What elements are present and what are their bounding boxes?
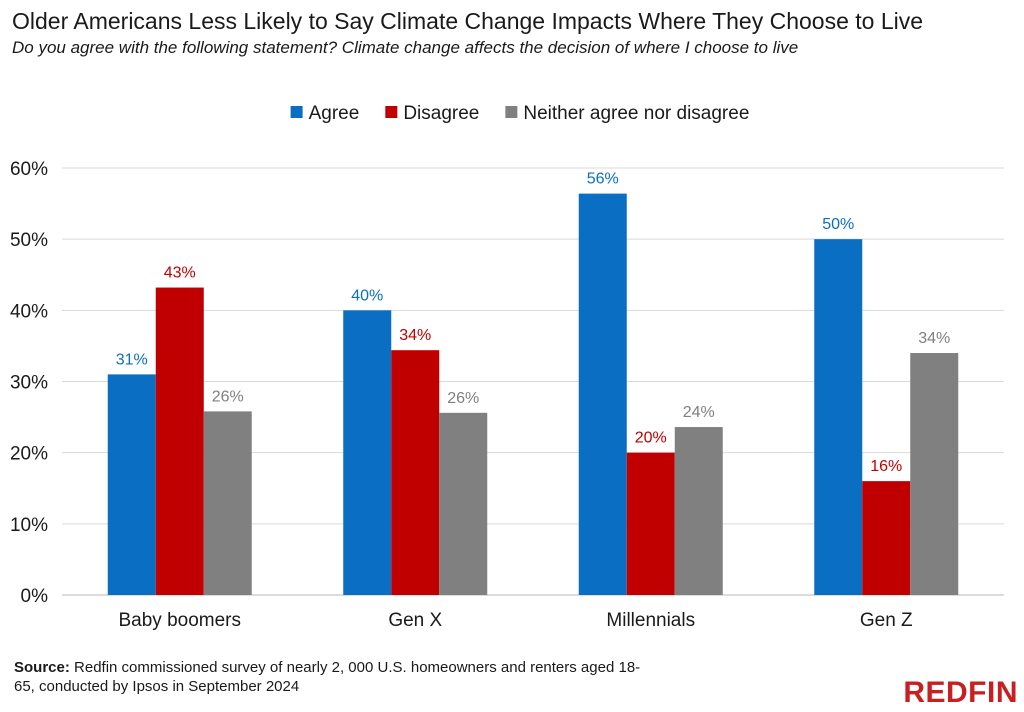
legend-item: Disagree [385, 103, 479, 124]
y-tick-label: 60% [10, 159, 48, 180]
bar-neither-agree-nor-disagree [674, 427, 723, 595]
legend-item: Neither agree nor disagree [505, 103, 749, 124]
bar-neither-agree-nor-disagree [203, 411, 252, 595]
data-label: 16% [870, 458, 902, 475]
y-tick-label: 20% [10, 444, 48, 465]
legend-item: Agree [290, 103, 360, 124]
x-tick-label: Millennials [606, 610, 695, 631]
data-label: 56% [587, 171, 619, 188]
data-labels: 31% 43% 26% 40% 34% 26% 56% 20% 24% 50% 16% 34% [116, 171, 951, 476]
data-label: 24% [683, 404, 715, 421]
data-label: 31% [116, 351, 148, 368]
bar-disagree [155, 287, 204, 595]
y-tick-label: 40% [10, 301, 48, 322]
x-tick-label: Gen X [388, 610, 442, 631]
bar-neither-agree-nor-disagree [439, 412, 488, 595]
legend-label: Disagree [403, 103, 479, 124]
bar-agree [578, 193, 627, 595]
bar-disagree [862, 481, 911, 595]
bar-agree [814, 239, 863, 595]
legend: Agree Disagree Neither agree nor disagree [290, 103, 749, 124]
data-label: 43% [164, 265, 196, 282]
x-tick-label: Gen Z [860, 610, 913, 631]
bar-agree [107, 374, 156, 595]
legend-label: Neither agree nor disagree [523, 103, 749, 124]
data-label: 26% [447, 390, 479, 407]
bars [107, 193, 959, 595]
data-label: 20% [635, 430, 667, 447]
x-axis-tick-labels: Baby boomers Gen X Millennials Gen Z [118, 610, 913, 631]
x-tick-label: Baby boomers [118, 610, 241, 631]
legend-swatch [290, 106, 303, 118]
data-label: 34% [399, 327, 431, 344]
source-note: Source: Redfin commissioned survey of ne… [14, 658, 654, 696]
legend-label: Agree [309, 103, 360, 124]
source-text: Redfin commissioned survey of nearly 2, … [14, 659, 641, 695]
redfin-logo: REDFIN [903, 676, 1018, 709]
bar-disagree [626, 452, 675, 595]
chart-subtitle: Do you agree with the following statemen… [12, 38, 799, 57]
data-label: 34% [918, 330, 950, 347]
y-axis-tick-labels: 0% 10% 20% 30% 40% 50% 60% [10, 159, 48, 607]
legend-swatch [505, 106, 518, 118]
y-tick-label: 10% [10, 515, 48, 536]
legend-swatch [385, 106, 398, 118]
data-label: 26% [212, 388, 244, 405]
y-tick-label: 30% [10, 373, 48, 394]
data-label: 40% [351, 287, 383, 304]
y-tick-label: 0% [21, 586, 49, 607]
data-label: 50% [822, 216, 854, 233]
y-tick-label: 50% [10, 230, 48, 251]
bar-disagree [391, 350, 440, 595]
chart-title: Older Americans Less Likely to Say Clima… [12, 8, 924, 34]
source-label: Source: [14, 659, 70, 676]
bar-neither-agree-nor-disagree [910, 353, 959, 595]
bar-agree [343, 310, 392, 595]
